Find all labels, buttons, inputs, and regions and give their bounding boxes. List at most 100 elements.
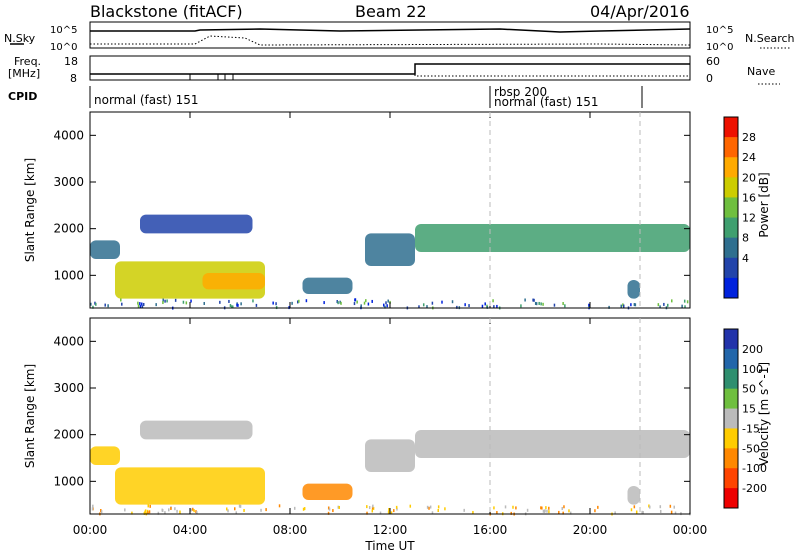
echo-speckle <box>340 301 342 305</box>
echo-speckle <box>681 304 683 308</box>
echo-speckle <box>426 505 429 509</box>
echo-speckle <box>385 301 387 305</box>
echo-speckle <box>137 304 140 308</box>
echo-speckle <box>226 507 228 511</box>
nave-tick-top: 60 <box>706 55 720 68</box>
colorbar-tick-label: -50 <box>742 442 760 455</box>
echo-speckle <box>524 298 526 302</box>
colorbar-tick-label: 24 <box>742 151 756 164</box>
echo-speckle <box>323 301 325 305</box>
echo-speckle <box>354 298 356 302</box>
power-panel <box>89 111 691 310</box>
echo-speckle <box>481 304 484 308</box>
echo-region <box>140 214 253 234</box>
colorbar-segment <box>724 388 738 410</box>
axes-layer: 00:00 04:00 08:00 12:00 16:00 20:00 00:00 1000 2… <box>53 112 707 537</box>
echo-speckle <box>393 509 395 513</box>
echo-speckle <box>167 508 170 512</box>
colorbar-segment <box>724 237 738 259</box>
echo-speckle <box>124 508 126 512</box>
power-echo-layer <box>90 214 690 310</box>
echo-speckle <box>265 508 267 512</box>
echo-speckle <box>633 505 636 509</box>
nave-line <box>90 73 690 77</box>
echo-speckle <box>338 505 341 509</box>
echo-speckle <box>161 508 164 512</box>
echo-speckle <box>670 510 673 514</box>
echo-speckle <box>671 299 673 303</box>
echo-speckle <box>428 506 430 510</box>
freq-tick-bottom: 8 <box>70 72 77 85</box>
colorbar-tick-label: 12 <box>742 212 756 225</box>
echo-speckle <box>170 506 172 510</box>
echo-region <box>90 240 120 259</box>
echo-speckle <box>363 301 366 305</box>
echo-speckle <box>568 509 570 513</box>
freq-line <box>90 63 690 75</box>
colorbar-tick-label: 4 <box>742 252 749 265</box>
echo-speckle <box>195 510 197 514</box>
echo-speckle <box>366 505 368 509</box>
echo-speckle <box>162 298 164 302</box>
colorbar-tick-label: 8 <box>742 232 749 245</box>
echo-speckle <box>561 507 564 511</box>
echo-speckle <box>533 298 535 302</box>
echo-region <box>302 277 353 294</box>
colorbar-segment <box>724 428 738 449</box>
echo-speckle <box>659 509 662 513</box>
echo-region <box>202 273 265 290</box>
echo-speckle <box>327 506 330 510</box>
colorbar-segment <box>724 329 738 350</box>
echo-speckle <box>339 300 341 304</box>
echo-speckle <box>666 303 669 307</box>
echo-speckle <box>92 305 94 309</box>
colorbar-tick-label: 50 <box>742 383 756 396</box>
echo-speckle <box>137 301 139 305</box>
echo-speckle <box>588 305 590 309</box>
x-tick-label: 08:00 <box>273 523 308 537</box>
echo-speckle <box>94 301 96 305</box>
x-tick-label: 00:00 <box>673 523 708 537</box>
echo-speckle <box>388 507 390 511</box>
echo-speckle <box>663 302 665 306</box>
echo-region <box>115 467 265 505</box>
echo-speckle <box>633 303 636 307</box>
colorbar-segment <box>724 177 738 198</box>
echo-speckle <box>239 504 242 508</box>
echo-speckle <box>231 305 233 309</box>
y-tick-label: 4000 <box>53 128 84 142</box>
x-tick-label: 00:00 <box>73 523 108 537</box>
echo-speckle <box>155 303 157 307</box>
power-colorbar: 28 24 20 16 12 8 4 <box>723 116 756 299</box>
echo-speckle <box>437 505 440 509</box>
echo-speckle <box>379 511 382 515</box>
echo-speckle <box>597 505 599 509</box>
nsky-tick-top: 10^5 <box>50 25 77 36</box>
echo-speckle <box>297 300 299 304</box>
echo-speckle <box>512 505 514 509</box>
colorbar-segment <box>724 117 738 138</box>
echo-speckle <box>669 504 672 508</box>
echo-speckle <box>147 511 149 515</box>
echo-speckle <box>630 303 632 307</box>
echo-speckle <box>90 302 92 306</box>
echo-speckle <box>504 505 507 509</box>
echo-speckle <box>418 305 420 309</box>
echo-speckle <box>562 511 564 515</box>
echo-region <box>365 439 415 472</box>
echo-speckle <box>227 509 229 513</box>
echo-speckle <box>444 507 446 511</box>
echo-speckle <box>237 303 239 307</box>
echo-speckle <box>236 303 238 307</box>
y-tick-label: 3000 <box>53 175 84 189</box>
y-tick-label: 1000 <box>53 268 84 282</box>
echo-speckle <box>92 504 94 508</box>
echo-speckle <box>541 506 543 510</box>
echo-speckle <box>243 508 245 512</box>
echo-speckle <box>387 510 390 514</box>
echo-speckle <box>100 510 103 514</box>
echo-speckle <box>564 304 566 308</box>
echo-speckle <box>520 304 522 308</box>
echo-speckle <box>179 510 181 514</box>
echo-speckle <box>337 301 339 305</box>
